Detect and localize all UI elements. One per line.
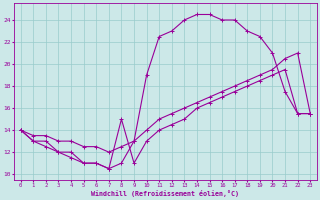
- X-axis label: Windchill (Refroidissement éolien,°C): Windchill (Refroidissement éolien,°C): [92, 190, 239, 197]
